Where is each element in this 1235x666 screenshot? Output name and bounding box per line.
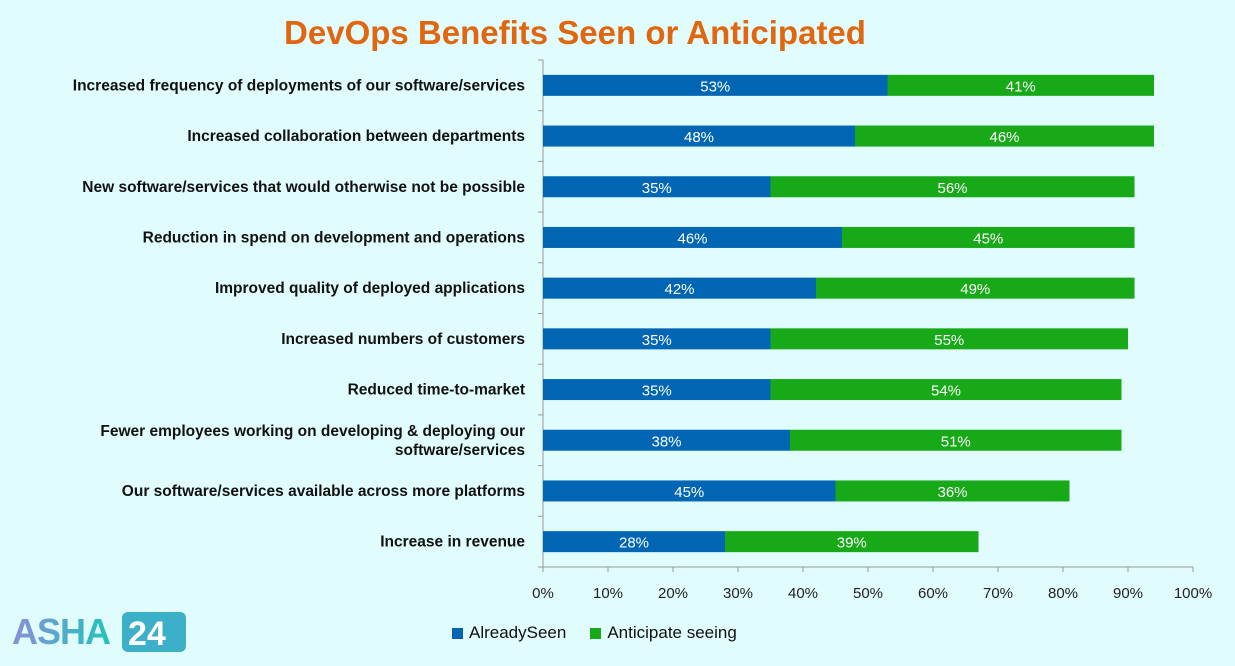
svg-text:24: 24 bbox=[128, 615, 166, 653]
category-label: Our software/services available across m… bbox=[122, 483, 525, 500]
data-label: 28% bbox=[619, 535, 649, 552]
bar-already-seen bbox=[543, 379, 771, 401]
bar-anticipate bbox=[855, 125, 1154, 147]
legend-swatch bbox=[452, 627, 463, 639]
legend-label: Anticipate seeing bbox=[607, 623, 737, 642]
category-label: Reduction in spend on development and op… bbox=[143, 229, 525, 246]
x-tick-label: 0% bbox=[532, 585, 554, 602]
data-label: 42% bbox=[664, 281, 694, 298]
svg-text:ASHA: ASHA bbox=[12, 611, 111, 652]
x-tick-label: 10% bbox=[593, 585, 623, 602]
category-label: Increase in revenue bbox=[380, 534, 525, 551]
legend-label: AlreadySeen bbox=[469, 623, 567, 642]
x-tick-label: 60% bbox=[918, 585, 948, 602]
data-label: 35% bbox=[642, 383, 672, 400]
data-label: 46% bbox=[989, 129, 1019, 146]
x-tick-label: 20% bbox=[658, 585, 688, 602]
bar-already-seen bbox=[543, 480, 836, 502]
data-label: 39% bbox=[837, 535, 867, 552]
data-label: 54% bbox=[931, 383, 961, 400]
bar-already-seen bbox=[543, 429, 790, 451]
bar-anticipate bbox=[887, 74, 1154, 96]
data-label: 55% bbox=[934, 332, 964, 349]
x-tick-label: 50% bbox=[853, 585, 883, 602]
legend-swatch bbox=[590, 627, 602, 639]
bar-already-seen bbox=[543, 328, 771, 350]
x-tick-label: 70% bbox=[983, 585, 1013, 602]
bar-anticipate bbox=[816, 277, 1135, 299]
category-label: Reduced time-to-market bbox=[348, 382, 525, 399]
data-label: 48% bbox=[684, 129, 714, 146]
data-label: 49% bbox=[960, 281, 990, 298]
legend: AlreadySeen Anticipate seeing bbox=[452, 623, 737, 643]
data-label: 45% bbox=[674, 484, 704, 501]
category-label: Increased frequency of deployments of ou… bbox=[73, 77, 525, 94]
legend-item-already-seen: AlreadySeen bbox=[452, 623, 566, 643]
bar-anticipate bbox=[725, 531, 979, 553]
data-label: 46% bbox=[677, 230, 707, 247]
data-label: 45% bbox=[973, 230, 1003, 247]
category-label: New software/services that would otherwi… bbox=[82, 179, 525, 196]
data-label: 36% bbox=[937, 484, 967, 501]
bar-anticipate bbox=[770, 328, 1128, 350]
bar-already-seen bbox=[543, 74, 888, 96]
x-tick-label: 30% bbox=[723, 585, 753, 602]
asha24-logo: ASHA 24 bbox=[12, 611, 186, 653]
data-label: 53% bbox=[700, 78, 730, 95]
data-label: 51% bbox=[941, 433, 971, 450]
x-tick-label: 100% bbox=[1174, 585, 1212, 602]
bar-anticipate bbox=[842, 226, 1135, 248]
bar-already-seen bbox=[543, 531, 725, 553]
category-label: Fewer employees working on developing & … bbox=[100, 423, 525, 459]
category-label: Increased numbers of customers bbox=[281, 331, 525, 348]
bar-anticipate bbox=[790, 429, 1122, 451]
data-label: 35% bbox=[642, 180, 672, 197]
chart-title: DevOps Benefits Seen or Anticipated bbox=[284, 14, 866, 51]
data-label: 38% bbox=[651, 433, 681, 450]
data-label: 35% bbox=[642, 332, 672, 349]
data-label: 56% bbox=[937, 180, 967, 197]
bar-already-seen bbox=[543, 125, 855, 147]
x-tick-label: 90% bbox=[1113, 585, 1143, 602]
x-tick-label: 40% bbox=[788, 585, 818, 602]
x-tick-label: 80% bbox=[1048, 585, 1078, 602]
bar-already-seen bbox=[543, 277, 816, 299]
bar-anticipate bbox=[770, 379, 1122, 401]
bar-already-seen bbox=[543, 176, 771, 198]
category-label: Improved quality of deployed application… bbox=[215, 280, 525, 297]
legend-item-anticipate: Anticipate seeing bbox=[590, 623, 737, 643]
bar-anticipate bbox=[835, 480, 1070, 502]
bar-anticipate bbox=[770, 176, 1135, 198]
data-label: 41% bbox=[1006, 78, 1036, 95]
category-label: Increased collaboration between departme… bbox=[187, 128, 525, 145]
bar-already-seen bbox=[543, 226, 842, 248]
